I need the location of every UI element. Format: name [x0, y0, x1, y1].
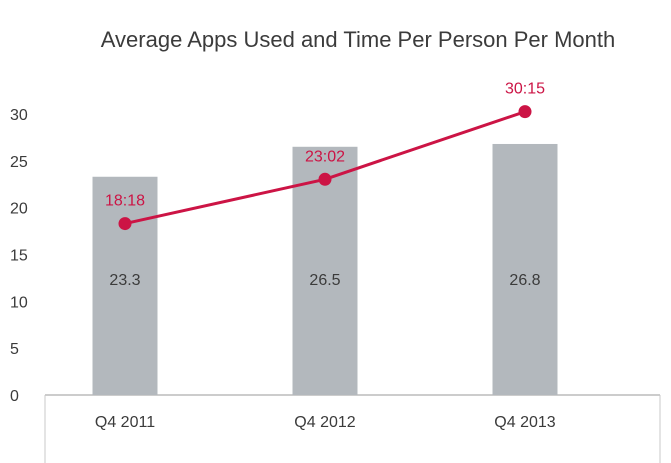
bar — [492, 143, 558, 395]
x-tick-label: Q4 2012 — [294, 414, 355, 431]
line-point — [518, 105, 532, 119]
bar-value-label: 23.3 — [109, 272, 140, 289]
y-tick-label: 30 — [10, 107, 28, 124]
line-value-label: 23:02 — [305, 148, 345, 165]
y-tick-label: 10 — [10, 294, 28, 311]
y-tick-label: 15 — [10, 248, 28, 265]
bar-value-label: 26.8 — [509, 272, 540, 289]
y-axis-tick-labels: 0 5 10 15 20 25 30 — [10, 107, 28, 405]
line-value-label: 30:15 — [505, 81, 545, 98]
line-point — [118, 217, 132, 231]
bar — [292, 146, 358, 395]
time-line-series: 18:18 23:02 30:15 — [105, 81, 545, 231]
line-value-label: 18:18 — [105, 193, 145, 210]
x-tick-label: Q4 2013 — [494, 414, 555, 431]
bar-value-labels: 23.3 26.5 26.8 — [109, 272, 540, 289]
bar — [92, 176, 158, 395]
y-tick-label: 25 — [10, 154, 28, 171]
chart-title: Average Apps Used and Time Per Person Pe… — [101, 27, 615, 52]
y-tick-label: 5 — [10, 341, 19, 358]
y-tick-label: 0 — [10, 388, 19, 405]
y-tick-label: 20 — [10, 201, 28, 218]
x-tick-label: Q4 2011 — [95, 414, 155, 431]
bar-value-label: 26.5 — [309, 272, 340, 289]
x-axis-tick-labels: Q4 2011 Q4 2012 Q4 2013 — [95, 414, 556, 431]
line-point — [318, 172, 332, 186]
bars — [92, 143, 558, 395]
